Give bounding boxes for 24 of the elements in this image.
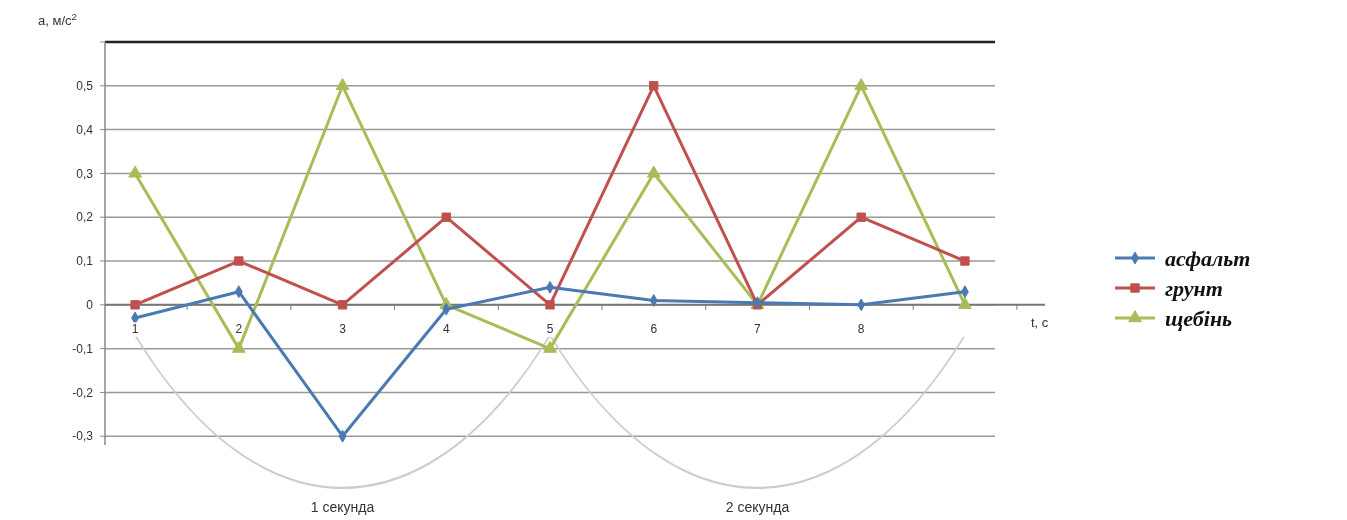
text: 1 секунда: [310, 499, 375, 515]
y-tick-label: 0,5: [76, 79, 94, 93]
x-tick-label: 3: [339, 321, 347, 336]
y-tick-label: -0,3: [72, 429, 94, 444]
y-tick-label: -0,2: [72, 385, 94, 400]
text: 2 секунда: [725, 499, 790, 515]
x-tick-label: 7: [754, 321, 762, 336]
x-tick-label: 2: [235, 321, 243, 336]
x-tick-label: 6: [650, 321, 658, 336]
x-tick-label: 4: [442, 321, 450, 336]
y-tick-label: 0,4: [76, 122, 94, 137]
x-axis-title: t, с: [1031, 314, 1049, 330]
legend-label: щебінь: [1165, 305, 1233, 331]
y-tick-label: 0,3: [76, 166, 94, 181]
y-tick-label: 0,1: [76, 254, 94, 269]
y-tick-label: -0,1: [72, 341, 94, 356]
x-tick-label: 8: [857, 321, 865, 336]
y-tick-label: 0,2: [76, 210, 94, 225]
y-tick-label: 0: [86, 298, 94, 313]
legend-label: грунт: [1165, 275, 1223, 301]
x-tick-label: 1: [131, 321, 139, 336]
legend-label: асфальт: [1165, 245, 1251, 271]
x-tick-label: 5: [546, 321, 554, 336]
y-axis-title: a, м/с$^{2}$: [38, 10, 77, 28]
